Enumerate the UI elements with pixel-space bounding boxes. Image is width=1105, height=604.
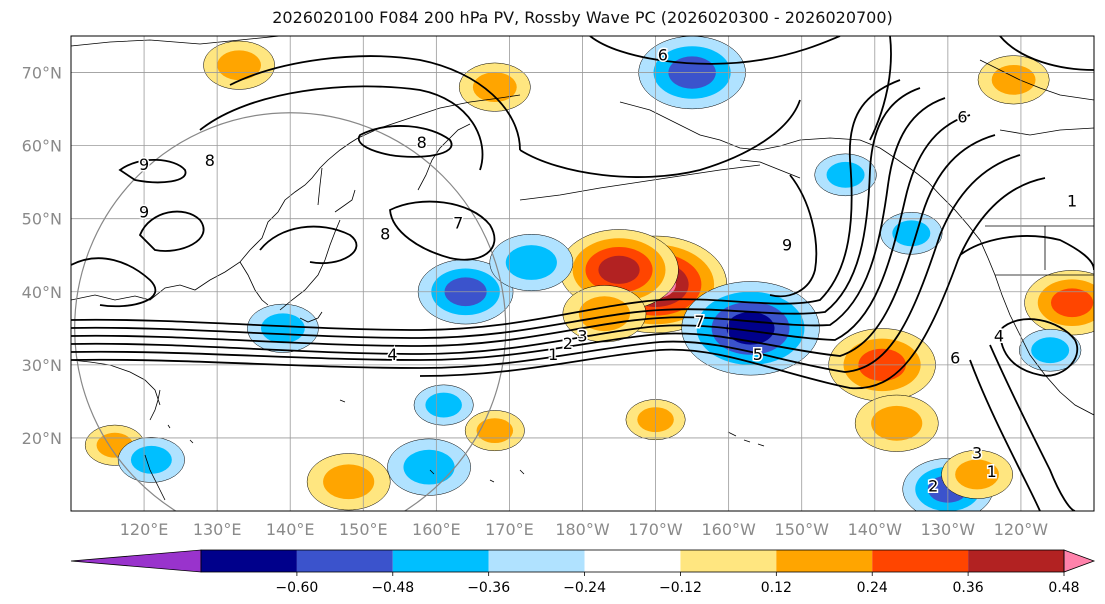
lon-label: 140°E [266, 520, 315, 539]
anomaly-blob [880, 212, 943, 255]
contour-label: 2 [563, 334, 573, 353]
anomaly-blob [854, 394, 939, 452]
map-frame [70, 35, 1095, 512]
lon-label: 120°W [994, 520, 1049, 539]
colorbar-tick-label: −0.36 [467, 580, 510, 596]
contour-label: 3 [577, 327, 587, 346]
lat-label: 50°N [22, 210, 62, 229]
colorbar-frame [200, 549, 1065, 573]
contour-label: 4 [994, 327, 1004, 346]
lon-label: 160°W [701, 520, 756, 539]
latitude-labels: 70°N 60°N 50°N 40°N 30°N 20°N [22, 64, 62, 448]
colorbar-extend-low [70, 549, 202, 573]
anomaly-blob [977, 55, 1050, 105]
anomaly-blob [1024, 270, 1094, 336]
colorbar-tick-label: 0.36 [953, 580, 984, 596]
contour-label: 3 [972, 444, 982, 463]
contour-label: 7 [694, 312, 704, 331]
anomaly-blob [247, 303, 319, 353]
contour-label: 9 [782, 235, 792, 254]
colorbar-swatch [872, 550, 969, 572]
colorbar-swatch [584, 550, 681, 572]
lon-label: 150°E [339, 520, 388, 539]
lon-label: 160°E [412, 520, 461, 539]
coastlines [71, 36, 1094, 501]
colorbar-swatch [392, 550, 489, 572]
contour-label: 6 [957, 107, 967, 126]
anomaly-blob [489, 234, 574, 292]
contour-label: 9 [139, 202, 149, 221]
colorbar-swatch [680, 550, 777, 572]
lon-label: 140°W [848, 520, 903, 539]
anomaly-blob [814, 153, 877, 197]
contour-label: 5 [753, 345, 763, 364]
colorbar-tick-label: −0.60 [275, 580, 318, 596]
colorbar-tick-label: −0.24 [563, 580, 606, 596]
contour-label: 1 [987, 462, 997, 481]
anomaly-blob [464, 410, 525, 452]
lat-label: 20°N [22, 429, 62, 448]
contour-label: 2 [928, 476, 938, 495]
anomaly-blob [387, 438, 471, 496]
colorbar-swatch [296, 550, 393, 572]
lon-label: 130°W [921, 520, 976, 539]
lat-label: 30°N [22, 356, 62, 375]
anomaly-blob [458, 62, 531, 112]
contour-label: 8 [417, 133, 427, 152]
contour-label: 4 [387, 345, 397, 364]
colorbar-tick-label: 0.24 [857, 580, 888, 596]
anomaly-blob [413, 384, 474, 426]
colorbar-tick-label: 0.12 [761, 580, 792, 596]
anomaly-blob [306, 453, 391, 511]
colorbar-tick-label: 0.48 [1048, 580, 1079, 596]
colorbar: −0.60 −0.48 −0.36 −0.24 −0.12 0.12 0.24 0.36 0.4… [70, 549, 1096, 596]
contour-label: 8 [380, 224, 390, 243]
lat-label: 40°N [22, 283, 62, 302]
contour-label: 8 [205, 151, 215, 170]
anomaly-blob [941, 449, 1013, 499]
lon-label: 150°W [775, 520, 830, 539]
lon-label: 170°W [628, 520, 683, 539]
contour-label: 9 [139, 155, 149, 174]
colorbar-swatch [968, 550, 1064, 572]
lon-label: 130°E [193, 520, 242, 539]
colorbar-tick-label: −0.12 [659, 580, 702, 596]
gridlines [71, 36, 1094, 511]
contour-label: 6 [950, 349, 960, 368]
contour-label: 1 [1067, 191, 1077, 210]
lon-label: 120°E [120, 520, 169, 539]
anomaly-blob [117, 436, 185, 483]
contour-label: 1 [548, 345, 558, 364]
lat-label: 60°N [22, 137, 62, 156]
colorbar-swatch [201, 550, 297, 572]
colorbar-swatch [776, 550, 873, 572]
colorbar-tick-label: −0.48 [371, 580, 414, 596]
pv-contours [71, 36, 1094, 511]
colorbar-swatch [488, 550, 585, 572]
longitude-labels: 120°E 130°E 140°E 150°E 160°E 170°E 180°W 170°W… [120, 520, 1049, 539]
figure-title: 2026020100 F084 200 hPa PV, Rossby Wave … [272, 8, 893, 27]
lon-label: 170°E [485, 520, 534, 539]
contour-label: 6 [658, 45, 668, 64]
anomaly-blob [203, 40, 275, 90]
lat-label: 70°N [22, 64, 62, 83]
contour-label: 7 [453, 213, 463, 232]
lon-label: 180°W [555, 520, 610, 539]
colorbar-extend-high [1063, 549, 1096, 573]
